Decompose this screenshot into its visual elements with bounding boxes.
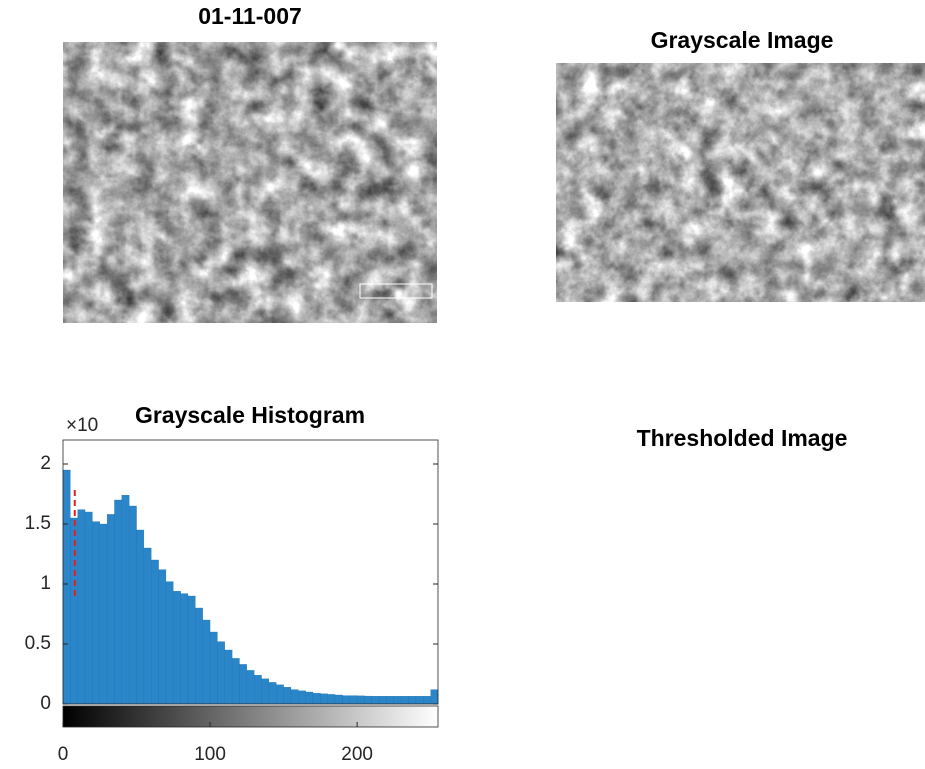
bar	[114, 499, 122, 705]
histogram: 0 0.5 1 1.5 2 0 100 200 ×10 Grayscale Histogram	[25, 402, 439, 765]
bar	[195, 607, 203, 705]
x-tick-label: 200	[341, 744, 373, 765]
bar	[202, 619, 211, 705]
bar	[99, 523, 108, 705]
chart-title: Grayscale Histogram	[135, 402, 365, 428]
bar	[430, 689, 439, 705]
bar	[62, 469, 71, 705]
thresholded-image	[556, 460, 925, 700]
y-tick-label: 2	[40, 453, 51, 474]
bar	[92, 521, 100, 705]
bar	[254, 675, 262, 705]
bar	[158, 569, 167, 705]
bar	[320, 693, 328, 705]
grayscale-image	[556, 63, 925, 302]
bar	[239, 664, 247, 705]
bar	[415, 696, 424, 705]
bar	[386, 696, 395, 705]
bar	[349, 695, 358, 705]
bar	[356, 695, 365, 705]
y-tick-label: 0.5	[25, 633, 51, 654]
bar	[165, 581, 174, 705]
bar	[173, 591, 181, 705]
original-image	[63, 42, 437, 323]
bar	[305, 691, 314, 705]
axes-box	[62, 439, 439, 705]
bar	[231, 658, 240, 705]
scale-box	[359, 283, 433, 299]
bar	[209, 631, 218, 705]
bar	[408, 696, 417, 705]
bar	[121, 495, 130, 705]
y-tick-label: 1.5	[25, 513, 51, 534]
bar	[143, 547, 152, 705]
bar	[151, 559, 159, 705]
bar	[342, 695, 350, 705]
bar	[261, 678, 270, 705]
bar	[298, 690, 306, 705]
bar	[77, 509, 86, 705]
bar	[423, 696, 431, 705]
bar	[276, 684, 284, 705]
title: 01-11-007	[198, 3, 302, 29]
bar	[364, 695, 372, 705]
bar	[129, 505, 137, 705]
bar	[283, 687, 292, 705]
bar	[246, 670, 255, 705]
bar	[217, 641, 225, 705]
bar	[84, 511, 93, 705]
bar	[379, 696, 387, 705]
bar	[224, 649, 233, 705]
bar	[327, 694, 336, 705]
bar	[136, 529, 145, 705]
bar	[401, 696, 409, 705]
bar	[106, 514, 115, 705]
x-tick-label: 100	[194, 744, 226, 765]
bar	[393, 696, 402, 705]
bar	[268, 682, 277, 705]
x-tick-label: 0	[58, 744, 69, 765]
title: Thresholded Image	[637, 425, 848, 451]
colorbar	[62, 705, 439, 728]
y-tick-label: 1	[40, 573, 51, 594]
bar	[187, 595, 196, 705]
bar	[334, 694, 343, 705]
bar	[180, 593, 189, 705]
bar	[312, 693, 321, 705]
title: Grayscale Image	[651, 27, 834, 53]
y-exponent: ×10	[66, 415, 98, 436]
y-tick-label: 0	[40, 693, 51, 714]
bar	[371, 696, 380, 705]
bar	[290, 689, 299, 705]
